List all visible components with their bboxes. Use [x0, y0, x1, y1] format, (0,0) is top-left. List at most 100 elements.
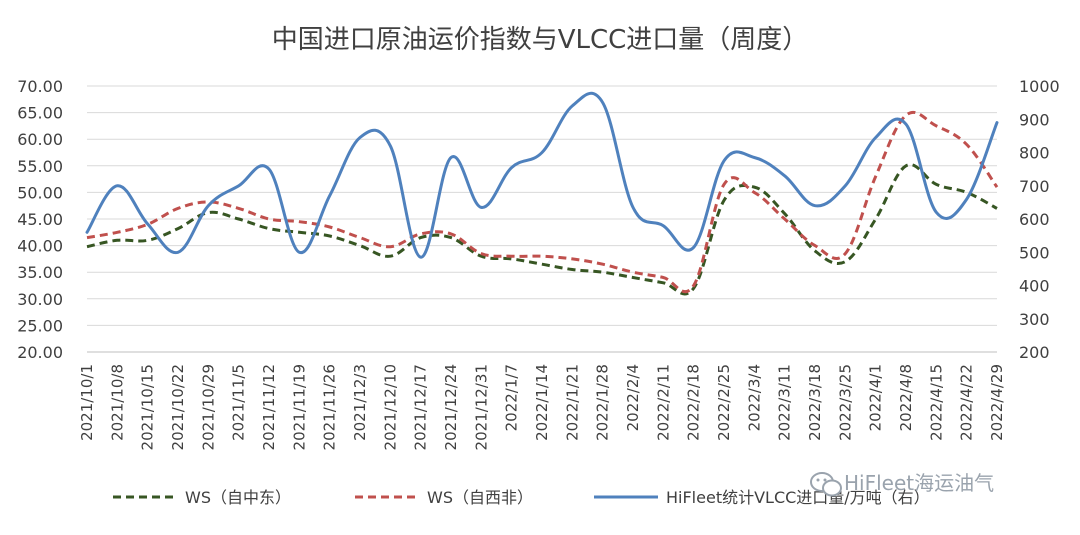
series-line-0	[86, 163, 998, 296]
y-left-tick-label: 55.00	[17, 157, 63, 176]
data-point	[177, 208, 178, 209]
data-point	[814, 205, 815, 206]
data-point	[268, 218, 269, 219]
data-point	[754, 157, 755, 158]
data-point	[632, 207, 633, 208]
data-point	[359, 245, 360, 246]
y-left-tick-label: 25.00	[17, 316, 63, 335]
wechat-icon	[810, 472, 842, 497]
x-tick-label: 2021/10/8	[108, 364, 126, 441]
data-point	[936, 212, 937, 213]
y-left-tick-label: 40.00	[17, 237, 63, 256]
data-point	[996, 208, 997, 209]
legend-item-2: HiFleet统计VLCC进口量/万吨（右）	[594, 488, 930, 507]
data-point	[723, 200, 724, 201]
x-tick-label: 2022/1/7	[503, 364, 521, 431]
x-tick-label: 2021/10/1	[78, 364, 96, 441]
y-right-tick-label: 600	[1019, 210, 1050, 229]
data-point	[329, 226, 330, 227]
data-point	[784, 213, 785, 214]
x-tick-label: 2022/4/8	[897, 364, 915, 431]
data-point	[845, 185, 846, 186]
data-point	[299, 232, 300, 233]
data-point	[905, 165, 906, 166]
legend-label: WS（自中东）	[185, 488, 291, 507]
x-tick-label: 2021/12/3	[351, 364, 369, 441]
data-point	[875, 137, 876, 138]
x-tick-label: 2021/12/24	[442, 364, 460, 450]
data-point	[86, 232, 87, 233]
x-tick-label: 2022/4/1	[867, 364, 885, 431]
y-right-tick-label: 300	[1019, 310, 1050, 329]
data-point	[875, 176, 876, 177]
x-tick-label: 2022/4/22	[958, 364, 976, 441]
data-point	[693, 288, 694, 289]
data-point	[905, 115, 906, 116]
data-point	[966, 198, 967, 199]
x-tick-label: 2022/3/11	[776, 364, 794, 441]
data-point	[602, 102, 603, 103]
axes: 20.00 25.00 30.00 35.00 40.00 45.00 50.00 55.00…	[17, 77, 1060, 450]
data-point	[814, 245, 815, 246]
x-tick-label: 2021/10/29	[199, 364, 217, 450]
chart-title: 中国进口原油运价指数与VLCC进口量（周度）	[272, 25, 809, 55]
data-point	[845, 261, 846, 262]
y-left-tick-label: 50.00	[17, 183, 63, 202]
data-point	[572, 258, 573, 259]
data-point	[117, 232, 118, 233]
x-tick-label: 2021/11/19	[290, 364, 308, 450]
data-point	[754, 192, 755, 193]
x-tick-label: 2022/1/28	[594, 364, 612, 441]
data-point	[208, 205, 209, 206]
y-left-tick-label: 65.00	[17, 104, 63, 123]
data-point	[359, 137, 360, 138]
data-point	[693, 285, 694, 286]
x-tick-label: 2022/3/25	[836, 364, 854, 441]
data-point	[420, 257, 421, 258]
data-point	[86, 246, 87, 247]
series-lines	[85, 91, 999, 296]
x-tick-label: 2021/12/10	[381, 364, 399, 450]
data-point	[450, 233, 451, 234]
data-point	[511, 167, 512, 168]
data-point	[784, 218, 785, 219]
data-point	[754, 186, 755, 187]
data-point	[966, 144, 967, 145]
data-point	[390, 246, 391, 247]
data-point	[481, 253, 482, 254]
x-tick-label: 2022/3/18	[806, 364, 824, 441]
data-point	[299, 221, 300, 222]
data-point	[602, 272, 603, 273]
data-point	[572, 105, 573, 106]
x-tick-label: 2022/2/25	[715, 364, 733, 441]
data-point	[723, 160, 724, 161]
data-point	[117, 185, 118, 186]
data-point	[602, 264, 603, 265]
data-point	[966, 192, 967, 193]
data-point	[541, 152, 542, 153]
data-point	[936, 125, 937, 126]
x-tick-label: 2021/11/26	[321, 364, 339, 450]
data-point	[268, 169, 269, 170]
x-tick-label: 2021/10/22	[169, 364, 187, 450]
data-point	[117, 240, 118, 241]
data-point	[663, 225, 664, 226]
y-right-tick-label: 500	[1019, 243, 1050, 262]
y-right-tick-label: 900	[1019, 110, 1050, 129]
y-left-tick-label: 45.00	[17, 210, 63, 229]
x-tick-label: 2022/2/18	[685, 364, 703, 441]
data-point	[147, 223, 148, 224]
data-point	[86, 237, 87, 238]
data-point	[663, 282, 664, 283]
x-tick-label: 2022/3/4	[745, 364, 763, 431]
y-left-tick-label: 20.00	[17, 343, 63, 362]
data-point	[511, 256, 512, 257]
x-tick-label: 2022/4/15	[927, 364, 945, 441]
data-point	[875, 218, 876, 219]
legend-item-1: WS（自西非）	[355, 488, 533, 507]
data-point	[450, 157, 451, 158]
data-point	[268, 228, 269, 229]
x-tick-label: 2021/11/12	[260, 364, 278, 450]
x-tick-label: 2022/4/29	[988, 364, 1006, 441]
data-point	[541, 256, 542, 257]
